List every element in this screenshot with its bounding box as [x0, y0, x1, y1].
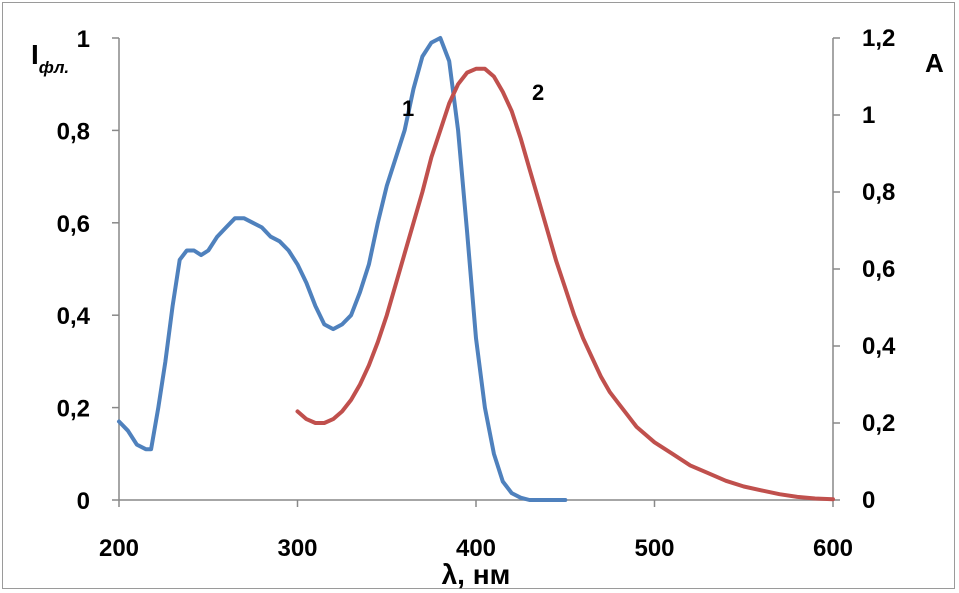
y-right-tick-label: 0	[862, 487, 875, 514]
y-left-tick-label: 0,6	[57, 211, 90, 238]
y-left-tick-label: 1	[77, 26, 90, 53]
ticks: 200 300 400 500 600 0 0,2 0,4 0,6 0,8 1 0 0,2 0,4 0,6 0…	[57, 25, 896, 562]
series-line-2	[295, 66, 835, 502]
y-left-tick-label: 0,4	[57, 303, 91, 330]
y-right-tick-label: 0,8	[862, 179, 895, 206]
y-left-label-main: I	[31, 39, 39, 70]
x-tick-label: 300	[277, 535, 317, 562]
y-left-label-sub: фл.	[39, 58, 69, 77]
y-left-tick-label: 0	[77, 488, 90, 515]
axes	[118, 38, 834, 501]
y-right-tick-label: 0,2	[862, 410, 895, 437]
y-left-tick-label: 0,8	[57, 118, 90, 145]
x-axis-title: λ, нм	[442, 559, 511, 590]
x-tick-label: 500	[634, 535, 674, 562]
y-right-tick-label: 1	[862, 102, 875, 129]
y-right-tick-label: 0,4	[862, 333, 896, 360]
y-right-tick-label: 0,6	[862, 256, 895, 283]
x-tick-label: 400	[456, 535, 496, 562]
series-line-1	[117, 36, 568, 502]
series-label-2: 2	[532, 80, 544, 105]
series	[117, 36, 835, 502]
y-left-tick-label: 0,2	[57, 396, 90, 423]
x-tick-label: 600	[813, 535, 853, 562]
y-right-tick-label: 1,2	[862, 25, 895, 52]
series-label-1: 1	[402, 96, 414, 121]
y-right-axis-title: A	[925, 48, 944, 78]
x-tick-label: 200	[99, 535, 139, 562]
y-left-axis-title: Iфл.	[31, 39, 69, 77]
